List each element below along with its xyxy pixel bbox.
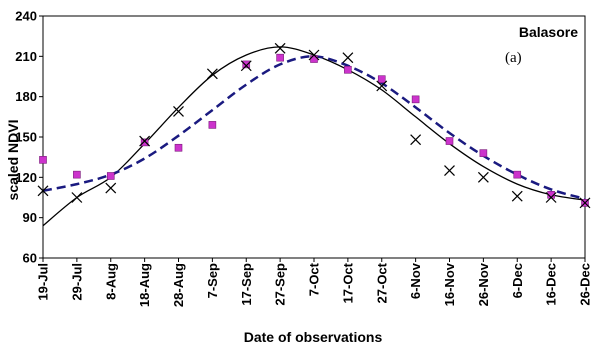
square-marker [208,121,217,129]
x-marker [240,60,252,72]
x-marker-stroke [139,135,151,147]
x-tick-label: 26-Dec [578,263,593,306]
x-marker [376,80,388,92]
x-marker [545,192,557,203]
x-marker-stroke [240,60,252,72]
y-axis-title: scaled NDVI [5,120,21,201]
square-marker [411,95,420,104]
labels: Balasore (a) scaled NDVI Date of observa… [5,24,578,345]
x-marker-stroke [173,106,184,117]
x-marker [308,49,320,61]
x-marker [410,134,422,146]
square-marker [276,53,284,62]
x-marker [274,42,286,54]
x-tick-label: 27-Oct [374,262,389,303]
square-marker [310,55,318,63]
x-tick-label: 6-Nov [408,262,423,299]
y-tick-label: 90 [23,210,37,225]
y-tick-label: 120 [15,170,37,185]
x-marker [173,106,184,117]
x-tick-label: 19-Jul [36,263,51,301]
x-tick-label: 29-Jul [69,263,84,301]
x-tick-label: 16-Dec [544,263,559,306]
x-tick-label: 26-Nov [476,262,491,306]
y-tick-label: 210 [15,49,37,64]
x-marker-stroke [206,68,218,80]
x-marker-stroke [37,185,49,197]
x-marker [511,190,523,202]
x-marker-stroke [410,134,422,146]
square-marker [344,65,352,74]
x-tick-label: 17-Sep [239,263,254,306]
x-marker [37,185,49,197]
plot-frame [42,15,586,259]
square-marker [479,149,488,157]
region-label: Balasore [519,24,578,40]
x-tick-label: 18-Aug [137,263,152,307]
x-tick-label: 17-Oct [340,262,355,303]
x-marker-stroke [274,42,286,54]
square-marker [242,60,251,69]
square-marker [513,170,522,179]
axes: 60 90 120 150 180 210 240 19-Jul 29-Jul 8-Aug 18-A… [15,9,592,308]
square-marker [445,137,454,145]
series-layer [37,42,591,227]
x-marker-stroke [71,192,83,203]
x-tick-label: 7-Oct [307,262,322,296]
x-marker-stroke [444,165,455,177]
square-marker [73,170,81,179]
x-marker [444,165,455,177]
x-tick-label: 16-Nov [442,262,457,306]
x-marker [342,52,354,64]
panel-label: (a) [505,50,522,66]
square-marker [174,143,183,152]
x-marker [579,197,591,209]
x-marker-stroke [376,80,388,92]
x-marker-stroke [342,52,354,64]
square-marker [140,138,149,147]
x-axis-title: Date of observations [244,329,383,345]
solid-fit-line [42,46,586,227]
y-tick-label: 180 [15,89,37,104]
square-marker [377,75,386,83]
x-tick-label: 7-Sep [205,263,220,298]
square-marker [39,156,47,164]
x-tick-label: 28-Aug [171,263,186,307]
x-marker-stroke [511,190,523,202]
y-tick-label: 240 [15,9,37,24]
x-tick-label: 8-Aug [103,263,118,300]
square-marker [106,172,115,180]
x-marker-stroke [545,192,557,203]
x-marker-stroke [579,197,591,209]
y-tick-label: 60 [23,251,37,266]
y-tick-label: 150 [15,130,37,145]
x-marker [477,171,489,183]
x-marker-stroke [477,171,489,183]
x-marker [206,68,218,80]
x-marker [139,135,151,147]
x-tick-label: 6-Dec [510,263,525,298]
x-tick-label: 27-Sep [273,263,288,306]
x-marker [105,182,117,194]
x-marker [71,192,83,203]
x-marker-stroke [105,182,117,194]
x-marker-stroke [308,49,320,61]
